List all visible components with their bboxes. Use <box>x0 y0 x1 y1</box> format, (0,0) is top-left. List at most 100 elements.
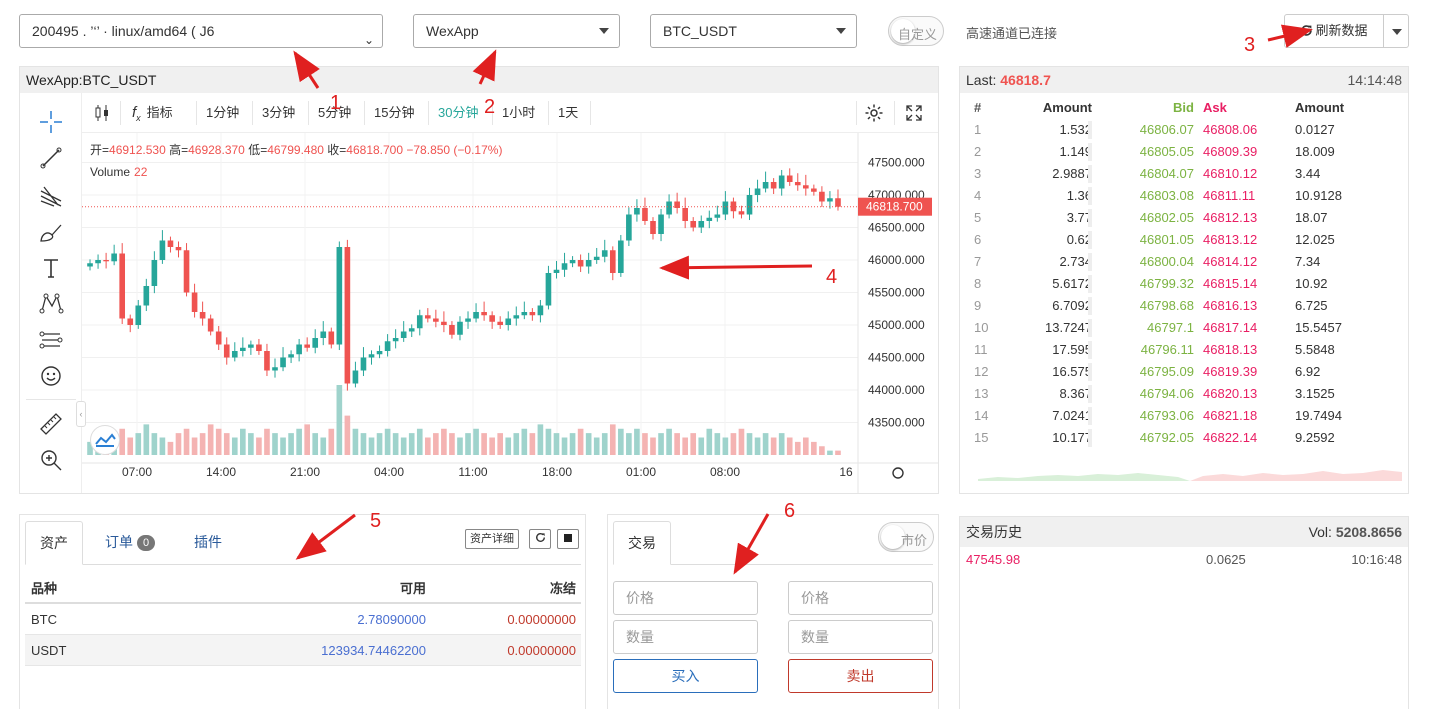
crosshair-icon[interactable] <box>36 107 66 137</box>
sell-price-input[interactable]: 价格 <box>788 581 933 615</box>
buy-quantity-input[interactable]: 数量 <box>613 620 758 654</box>
tab-orders[interactable]: 订单 0 <box>105 521 156 565</box>
order-book-row[interactable]: 6 0.62 46801.05 46813.12 12.025 <box>960 229 1408 251</box>
order-book-row[interactable]: 1 1.532 46806.07 46808.06 0.0127 <box>960 119 1408 141</box>
candle-type-icon[interactable] <box>92 103 112 123</box>
sell-button[interactable]: 卖出 <box>788 659 933 693</box>
drawing-toolbar <box>20 93 82 493</box>
candle-body <box>569 260 576 264</box>
order-book-row[interactable]: 11 17.595 46796.11 46818.13 5.5848 <box>960 339 1408 361</box>
buy-button[interactable]: 买入 <box>613 659 758 693</box>
interval-5m[interactable]: 5分钟 <box>318 105 352 120</box>
order-book-row[interactable]: 15 10.177 46792.05 46822.14 9.2592 <box>960 427 1408 449</box>
volume-bar <box>376 433 383 455</box>
fib-tool-icon[interactable] <box>36 181 66 211</box>
chart-area[interactable]: 47500.000 47000.000 46500.000 46000.000 4550… <box>76 133 938 493</box>
candlestick-chart[interactable]: 47500.00047000.00046500.00046000.0004550… <box>82 133 938 493</box>
candle-body <box>762 182 769 189</box>
account-select[interactable]: 200495 . ’‘’ · linux/amd64 ( J6 ⌄ <box>19 14 383 48</box>
candle-body <box>786 175 793 182</box>
candle-body <box>658 214 664 234</box>
text-icon[interactable] <box>36 253 66 283</box>
brush-icon[interactable] <box>36 217 66 247</box>
candle-body <box>537 305 544 316</box>
order-book-row[interactable]: 2 1.149 46805.05 46809.39 18.009 <box>960 141 1408 163</box>
order-book-row[interactable]: 9 6.7092 46798.68 46816.13 6.725 <box>960 295 1408 317</box>
candle-body <box>601 250 608 257</box>
ask-price: 46815.14 <box>1203 276 1258 291</box>
interval-1h[interactable]: 1小时 <box>502 105 536 120</box>
row-index: 7 <box>974 254 982 269</box>
y-tick-label: 46000.000 <box>868 253 925 267</box>
fullscreen-icon[interactable] <box>904 103 924 123</box>
buy-price-input[interactable]: 价格 <box>613 581 758 615</box>
candle-body <box>561 263 568 270</box>
volume-readout: Volume 22 <box>90 165 148 179</box>
total-volume: Vol: 5208.8656 <box>1308 524 1402 540</box>
order-book-row[interactable]: 12 16.575 46795.09 46819.39 6.92 <box>960 361 1408 383</box>
order-book-row[interactable]: 13 8.367 46794.06 46820.13 3.1525 <box>960 383 1408 405</box>
prediction-icon[interactable] <box>36 325 66 355</box>
bid-amount: 2.9887 <box>1052 166 1092 181</box>
ask-amount: 19.7494 <box>1295 408 1342 423</box>
bid-price: 46805.05 <box>1139 144 1194 159</box>
stop-button[interactable] <box>557 529 579 549</box>
candle-body <box>553 269 560 273</box>
order-book-row[interactable]: 7 2.734 46800.04 46814.12 7.34 <box>960 251 1408 273</box>
ask-amount: 18.009 <box>1295 144 1335 159</box>
table-row[interactable]: USDT 123934.74462200 0.00000000 <box>25 635 581 666</box>
trend-line-icon[interactable] <box>36 143 66 173</box>
row-index: 3 <box>974 166 982 181</box>
candle-body <box>135 305 142 325</box>
refresh-button[interactable]: 刷新数据 <box>1284 14 1384 48</box>
tab-assets[interactable]: 资产 <box>25 521 83 565</box>
pattern-icon[interactable] <box>36 288 66 318</box>
settings-gear-icon[interactable] <box>864 103 884 123</box>
sell-quantity-input[interactable]: 数量 <box>788 620 933 654</box>
interval-15m[interactable]: 15分钟 <box>374 105 415 120</box>
candle-body <box>207 318 214 332</box>
order-book-row[interactable]: 4 1.36 46803.08 46811.11 10.9128 <box>960 185 1408 207</box>
candle-body <box>513 315 520 319</box>
interval-1d[interactable]: 1天 <box>558 105 579 120</box>
candle-body <box>706 217 713 221</box>
volume-bar <box>698 437 705 455</box>
zoom-in-icon[interactable] <box>36 445 66 475</box>
toolbar-separator <box>252 101 253 125</box>
asset-refresh-button[interactable] <box>529 529 551 549</box>
candle-body <box>159 240 166 260</box>
tab-plugins[interactable]: 插件 <box>194 534 222 550</box>
interval-3m[interactable]: 3分钟 <box>262 105 296 120</box>
interval-1m[interactable]: 1分钟 <box>206 105 240 120</box>
indicator-button[interactable]: fx 指标 <box>132 104 173 123</box>
order-book-row[interactable]: 10 13.7247 46797.1 46817.14 15.5457 <box>960 317 1408 339</box>
order-book-row[interactable]: 14 7.0241 46793.06 46821.18 19.7494 <box>960 405 1408 427</box>
volume-bar <box>650 437 656 455</box>
order-book-row[interactable]: 3 2.9887 46804.07 46810.12 3.44 <box>960 163 1408 185</box>
table-row[interactable]: BTC 2.78090000 0.00000000 <box>25 604 581 635</box>
bid-amount: 6.7092 <box>1052 298 1092 313</box>
volume-bar <box>280 437 286 455</box>
volume-bar <box>441 428 447 455</box>
interval-30m[interactable]: 30分钟 <box>438 105 479 120</box>
pair-select[interactable]: BTC_USDT <box>650 14 857 48</box>
smiley-icon[interactable] <box>36 361 66 391</box>
depth-bar <box>1088 407 1092 425</box>
y-tick-label: 44000.000 <box>868 383 925 397</box>
collapse-toolbar-handle[interactable]: ‹ <box>76 401 86 427</box>
bid-price: 46798.68 <box>1139 298 1194 313</box>
refresh-dropdown-button[interactable] <box>1383 14 1409 48</box>
asset-detail-button[interactable]: 资产详细 <box>465 529 519 549</box>
tab-trade[interactable]: 交易 <box>613 521 671 565</box>
row-index: 9 <box>974 298 982 313</box>
ruler-icon[interactable] <box>36 409 66 439</box>
candle-body <box>240 347 246 351</box>
candle-body <box>473 312 479 319</box>
volume-bar <box>601 433 608 455</box>
exchange-select[interactable]: WexApp <box>413 14 620 48</box>
custom-toggle[interactable]: 自定义 <box>888 16 944 46</box>
order-book-row[interactable]: 8 5.6172 46799.32 46815.14 10.92 <box>960 273 1408 295</box>
market-order-toggle[interactable]: 市价 <box>878 522 934 552</box>
order-book-row[interactable]: 5 3.77 46802.05 46812.13 18.07 <box>960 207 1408 229</box>
annotation-label-1: 1 <box>330 92 342 114</box>
